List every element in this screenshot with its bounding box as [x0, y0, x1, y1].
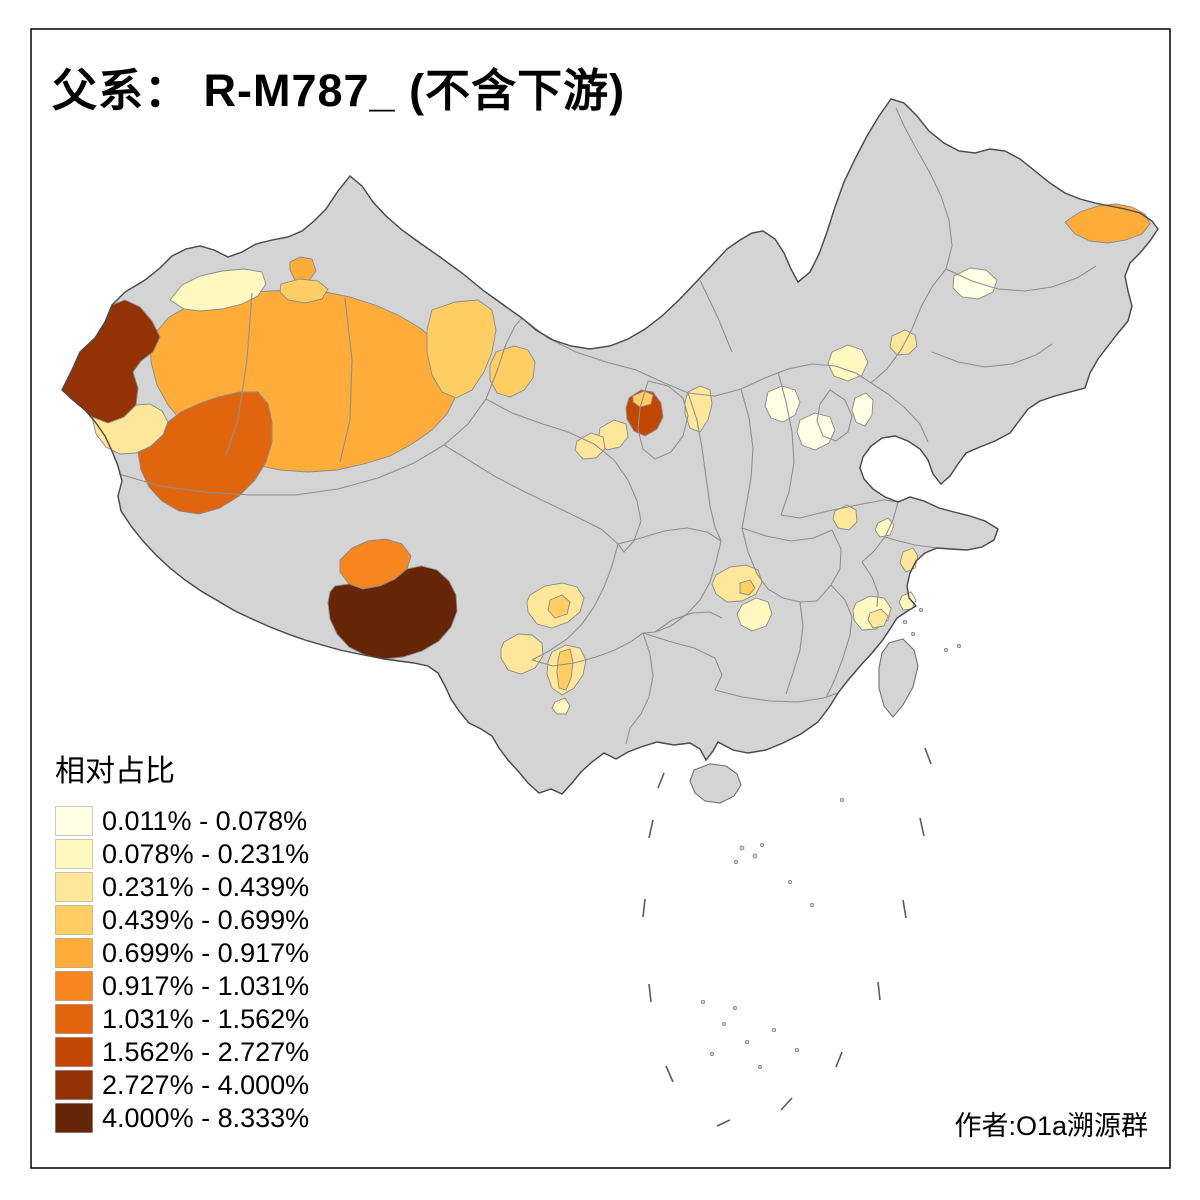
legend-item: 0.231% - 0.439%	[55, 872, 309, 902]
map-region	[827, 344, 869, 382]
map-region	[952, 267, 998, 300]
legend-label: 1.031% - 1.562%	[102, 1003, 310, 1034]
legend-label: 0.231% - 0.439%	[102, 871, 310, 902]
legend-swatch	[55, 905, 93, 935]
province-borders	[118, 107, 1097, 745]
legend-item: 0.917% - 1.031%	[55, 971, 309, 1001]
plot-frame	[30, 28, 1171, 1169]
map-region	[1064, 203, 1151, 244]
legend-label: 2.727% - 4.000%	[102, 1069, 310, 1100]
map-region	[874, 517, 895, 538]
map-region	[169, 268, 267, 312]
legend-title: 相对占比	[55, 755, 175, 788]
map-region	[764, 385, 801, 423]
legend-item: 0.078% - 0.231%	[55, 839, 309, 869]
map-region	[684, 385, 713, 433]
legend-swatch	[55, 872, 93, 902]
legend-item: 0.439% - 0.699%	[55, 905, 309, 935]
map-region	[327, 565, 458, 660]
legend-swatch	[55, 839, 93, 869]
legend-label: 0.917% - 1.031%	[102, 970, 310, 1001]
map-region	[426, 299, 497, 399]
map-region	[556, 648, 574, 691]
legend-item: 0.011% - 0.078%	[55, 806, 309, 836]
map-region	[889, 329, 918, 356]
map-region	[867, 608, 889, 629]
legend-item: 1.562% - 2.727%	[55, 1037, 309, 1067]
legend-item: 0.699% - 0.917%	[55, 938, 309, 968]
legend-label: 0.439% - 0.699%	[102, 904, 310, 935]
hainan-island	[689, 763, 742, 804]
legend-label: 0.078% - 0.231%	[102, 838, 310, 869]
map-region	[279, 278, 329, 304]
map-region	[137, 391, 273, 515]
map-region	[736, 597, 773, 632]
map-region	[551, 697, 571, 715]
legend-swatch	[55, 938, 93, 968]
legend-label: 4.000% - 8.333%	[102, 1102, 310, 1133]
author-credit: 作者:O1a溯源群	[954, 1111, 1148, 1141]
map-region	[739, 579, 756, 596]
legend-swatch	[55, 806, 93, 836]
legend: 相对占比 0.011% - 0.078% 0.078% - 0.231% 0.2…	[55, 746, 309, 1136]
legend-swatch	[55, 1004, 93, 1034]
legend-item: 2.727% - 4.000%	[55, 1070, 309, 1100]
map-region	[796, 412, 836, 451]
small-islands	[700, 608, 961, 1069]
map-region	[547, 594, 571, 619]
legend-swatch	[55, 1103, 93, 1133]
map-region	[500, 633, 544, 675]
legend-label: 0.011% - 0.078%	[102, 805, 308, 836]
taiwan-island	[878, 638, 919, 718]
figure-title: 父系： R-M787_ (不含下游)	[52, 65, 626, 116]
legend-swatch	[55, 1037, 93, 1067]
legend-swatch	[55, 971, 93, 1001]
legend-swatch	[55, 1070, 93, 1100]
legend-item: 4.000% - 8.333%	[55, 1103, 309, 1133]
map-region	[851, 392, 874, 427]
map-region	[574, 432, 606, 460]
legend-label: 0.699% - 0.917%	[102, 937, 310, 968]
legend-label: 1.562% - 2.727%	[102, 1036, 310, 1067]
nine-dash-line	[642, 747, 932, 1127]
legend-item: 1.031% - 1.562%	[55, 1004, 309, 1034]
national-border	[61, 98, 1159, 795]
map-region	[832, 504, 858, 531]
colored-regions	[61, 203, 1151, 715]
